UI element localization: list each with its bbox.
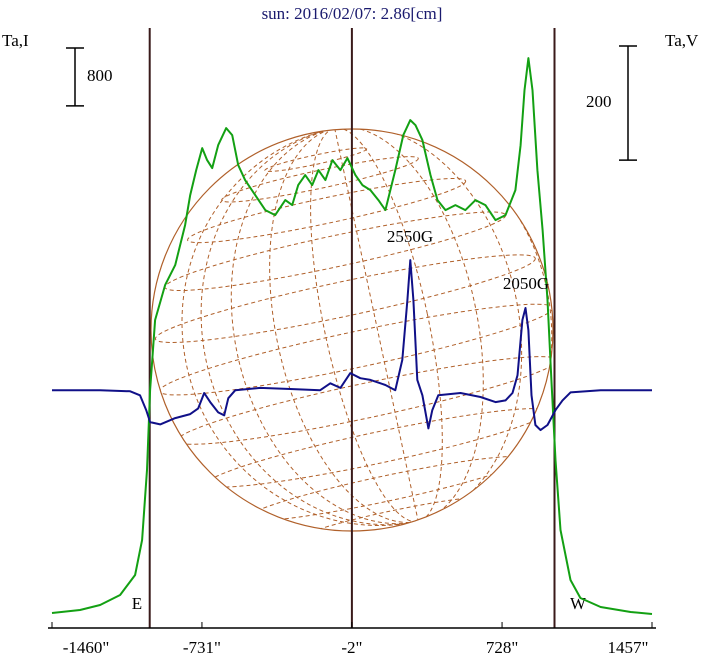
limb-label: E — [132, 594, 142, 613]
parallel — [293, 496, 492, 544]
meridian — [334, 128, 419, 522]
x-tick-label: -1460" — [63, 638, 110, 657]
annotation: 2050G — [503, 274, 549, 293]
parallel — [345, 527, 448, 552]
parallel — [154, 254, 536, 343]
series-line — [51, 57, 653, 615]
scale-label: 200 — [586, 92, 612, 111]
scale-label: 800 — [87, 66, 113, 85]
x-tick-label: 1457" — [608, 638, 649, 657]
meridian — [269, 126, 484, 524]
x-tick-label: -2" — [341, 638, 362, 657]
series-line — [52, 259, 652, 432]
limb-label: W — [570, 594, 587, 613]
x-tick-label: -731" — [183, 638, 221, 657]
parallel — [164, 211, 507, 292]
annotation: 2550G — [387, 227, 433, 246]
y-axis-label: Ta,I — [2, 31, 29, 50]
parallel — [264, 147, 368, 172]
parallel — [221, 156, 419, 203]
parallel — [159, 303, 554, 396]
parallel — [187, 177, 467, 244]
chart-title: sun: 2016/02/07: 2.86[cm] — [262, 4, 443, 23]
meridian — [310, 127, 443, 523]
y2-axis-label: Ta,V — [665, 31, 699, 50]
x-tick-label: 728" — [486, 638, 518, 657]
